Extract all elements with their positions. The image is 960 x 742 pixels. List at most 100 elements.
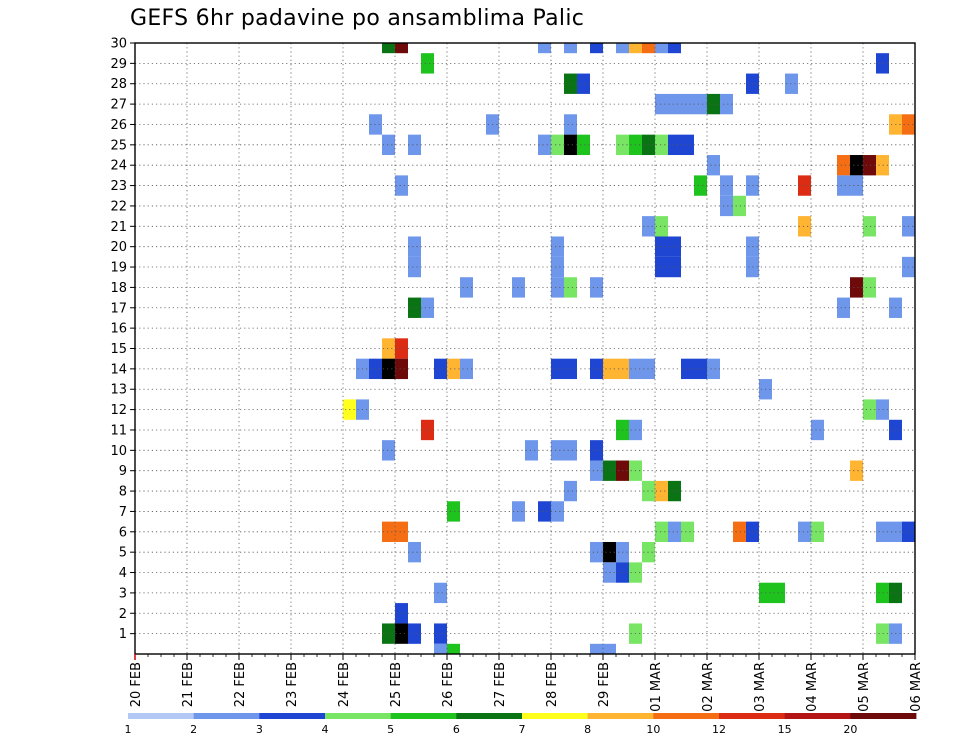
precip-cell <box>434 623 447 644</box>
precip-cell <box>668 43 681 54</box>
colorbar-label: 7 <box>519 723 526 736</box>
precip-cell <box>876 399 889 420</box>
precip-cell <box>837 297 850 318</box>
precip-cell <box>538 134 551 156</box>
precip-cell <box>434 582 447 604</box>
precip-cell <box>460 358 473 380</box>
precip-cell <box>668 93 681 115</box>
y-tick-label: 13 <box>110 383 127 398</box>
colorbar-label: 5 <box>387 723 394 736</box>
precip-cell <box>694 93 707 115</box>
precip-cell <box>590 440 603 461</box>
y-tick-label: 2 <box>119 607 127 622</box>
precip-cell <box>408 256 421 278</box>
precip-cell <box>837 155 850 176</box>
precip-cell <box>590 460 603 481</box>
colorbar-label: 8 <box>584 723 591 736</box>
precip-cell <box>603 643 616 654</box>
y-tick-label: 14 <box>110 362 127 377</box>
colorbar-swatch <box>850 713 917 719</box>
precip-cell <box>863 277 876 298</box>
precip-cell <box>395 175 408 196</box>
precip-cell <box>603 358 616 380</box>
precip-cell <box>382 358 395 380</box>
x-tick-label: 27 FEB <box>493 662 508 707</box>
x-tick-label: 04 MAR <box>805 662 820 712</box>
y-tick-label: 12 <box>110 403 127 418</box>
y-tick-label: 1 <box>119 627 127 642</box>
y-tick-label: 18 <box>110 281 127 296</box>
y-tick-label: 28 <box>110 77 127 92</box>
colorbar-swatch <box>456 713 523 719</box>
colorbar-swatch <box>390 713 457 719</box>
precip-cell <box>837 175 850 196</box>
precip-cell <box>590 277 603 298</box>
colorbar-label: 20 <box>843 723 857 736</box>
precip-cell <box>863 155 876 176</box>
precip-cell <box>460 277 473 298</box>
colorbar-label: 4 <box>322 723 329 736</box>
y-tick-label: 5 <box>119 546 127 561</box>
y-tick-label: 11 <box>110 423 127 438</box>
precip-cell <box>564 277 577 298</box>
precip-cell <box>512 277 525 298</box>
y-tick-label: 4 <box>119 566 127 581</box>
colorbar-label: 10 <box>646 723 660 736</box>
x-tick-label: 23 FEB <box>285 662 300 707</box>
colorbar-swatch <box>653 713 720 719</box>
precip-cell <box>564 480 577 502</box>
precip-cell <box>408 297 421 318</box>
precip-cell <box>408 134 421 156</box>
precip-cell <box>551 134 564 156</box>
precip-cell <box>447 643 460 654</box>
precip-cell <box>681 93 694 115</box>
precip-cell <box>668 480 681 502</box>
precip-cell <box>395 43 408 54</box>
precip-cell <box>655 43 668 54</box>
precip-cell <box>395 603 408 624</box>
precip-cell <box>668 256 681 278</box>
precip-cell <box>395 623 408 644</box>
precip-cell <box>421 53 434 74</box>
precip-cell <box>850 155 863 176</box>
precip-cell <box>876 623 889 644</box>
precip-cell <box>798 216 811 237</box>
precip-cell <box>382 440 395 461</box>
precip-cell <box>655 93 668 115</box>
precip-cell <box>811 521 824 542</box>
y-tick-label: 8 <box>119 485 127 500</box>
y-tick-label: 26 <box>110 118 127 133</box>
y-tick-label: 29 <box>110 57 127 72</box>
precip-cell <box>408 623 421 644</box>
precip-cell <box>876 53 889 74</box>
precip-cell <box>603 562 616 583</box>
y-tick-label: 21 <box>110 220 127 235</box>
precip-cell <box>538 501 551 522</box>
precip-cell <box>408 541 421 563</box>
x-tick-label: 29 FEB <box>597 662 612 707</box>
y-tick-label: 15 <box>110 342 127 357</box>
precip-cell <box>603 541 616 563</box>
precip-cell <box>850 277 863 298</box>
precip-cell <box>590 358 603 380</box>
precip-cell <box>798 175 811 196</box>
precip-cell <box>681 358 694 380</box>
precip-cell <box>720 195 733 217</box>
x-tick-label: 03 MAR <box>753 662 768 712</box>
precip-cell <box>694 175 707 196</box>
colorbar-swatch <box>259 713 326 719</box>
precip-cell <box>707 358 720 380</box>
precip-cell <box>551 277 564 298</box>
x-tick-label: 20 FEB <box>129 662 144 707</box>
precip-cell <box>525 440 538 461</box>
precip-cell <box>655 480 668 502</box>
precip-cell <box>551 440 564 461</box>
y-tick-label: 17 <box>110 301 127 316</box>
x-tick-label: 22 FEB <box>233 662 248 707</box>
colorbar-swatch <box>784 713 851 719</box>
precip-cell <box>395 358 408 380</box>
precip-cell <box>642 43 655 54</box>
precip-cell <box>863 216 876 237</box>
x-ticks: 20 FEB 21 FEB 22 FEB 23 FEB 24 FEB 25 FEB 26 F… <box>129 654 924 712</box>
